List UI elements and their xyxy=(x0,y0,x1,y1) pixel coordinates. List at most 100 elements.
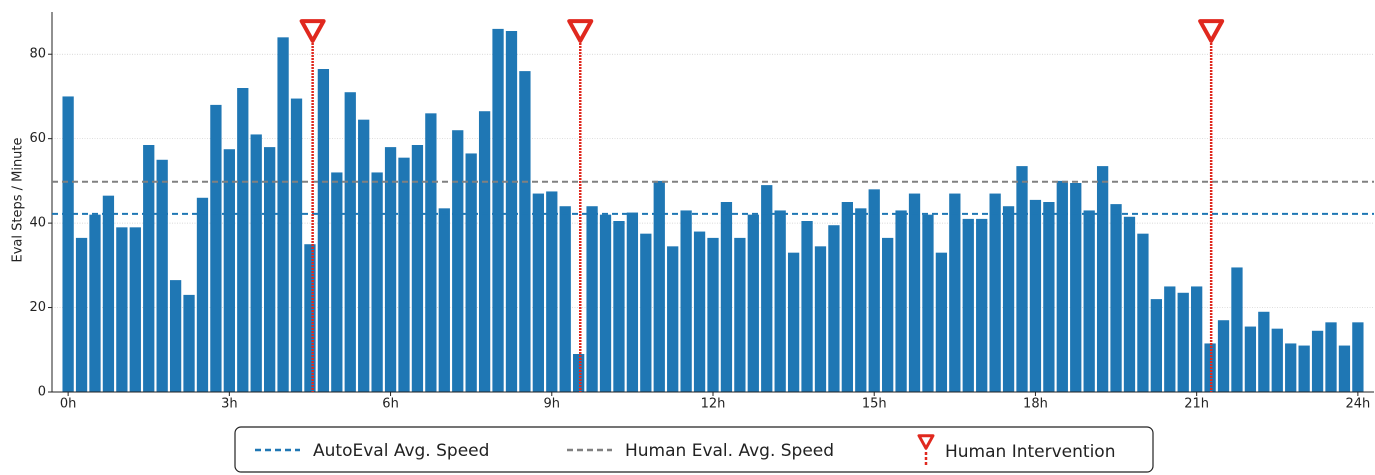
y-tick-label: 80 xyxy=(29,47,46,62)
bar xyxy=(734,237,746,392)
bar xyxy=(532,193,544,392)
x-tick-label: 9h xyxy=(544,397,561,412)
x-tick-label: 21h xyxy=(1184,397,1209,412)
bar xyxy=(1096,166,1109,392)
legend-label: AutoEval Avg. Speed xyxy=(313,441,489,461)
bar xyxy=(129,227,141,392)
bar xyxy=(787,252,800,392)
bar xyxy=(452,130,464,392)
bar xyxy=(680,210,692,392)
bar xyxy=(1338,345,1351,392)
bar xyxy=(465,153,477,392)
bar xyxy=(116,227,128,392)
y-tick-label: 60 xyxy=(29,131,46,146)
bar xyxy=(801,221,813,392)
bar xyxy=(1191,286,1203,392)
bar xyxy=(478,111,491,392)
bar xyxy=(1164,286,1176,392)
x-tick-label: 0h xyxy=(60,397,77,412)
bar xyxy=(1177,292,1189,392)
bar xyxy=(143,145,155,392)
bar xyxy=(398,157,410,392)
bar xyxy=(559,206,571,392)
bar xyxy=(828,225,840,392)
bar xyxy=(720,202,733,392)
bar xyxy=(371,172,383,392)
bar xyxy=(882,237,894,392)
bar xyxy=(1002,206,1015,392)
bar xyxy=(1231,267,1243,392)
bar xyxy=(519,71,531,392)
bar xyxy=(1137,233,1149,392)
bar xyxy=(599,214,612,392)
legend-label: Human Intervention xyxy=(945,442,1115,462)
bar xyxy=(707,237,719,392)
bar xyxy=(358,119,370,393)
bar xyxy=(1110,204,1122,392)
bar xyxy=(1083,210,1095,392)
bar xyxy=(331,172,343,392)
x-tick-label: 3h xyxy=(221,397,238,412)
y-tick-label: 0 xyxy=(38,385,46,400)
bar xyxy=(949,193,961,392)
bar xyxy=(1217,320,1230,392)
bar xyxy=(62,96,74,392)
bar xyxy=(868,189,880,392)
bar xyxy=(693,231,706,392)
bar xyxy=(774,210,786,392)
bar xyxy=(586,206,598,392)
bar xyxy=(290,98,303,393)
bar xyxy=(156,159,168,392)
bar xyxy=(264,147,276,392)
bar xyxy=(653,180,665,392)
bar xyxy=(640,233,652,392)
bar xyxy=(895,210,907,392)
bar xyxy=(237,88,249,392)
bar xyxy=(1258,311,1270,392)
x-tick-label: 6h xyxy=(382,397,399,412)
x-tick-label: 24h xyxy=(1345,397,1370,412)
bar xyxy=(976,218,988,392)
bar xyxy=(438,208,450,392)
legend-swatch xyxy=(917,434,935,450)
bar xyxy=(841,202,853,392)
y-axis-label: Eval Steps / Minute xyxy=(11,137,26,262)
x-tick-label: 18h xyxy=(1023,397,1048,412)
bar xyxy=(505,31,518,392)
intervention-marker xyxy=(1198,19,1225,43)
bar xyxy=(1298,345,1310,392)
bar xyxy=(210,104,222,392)
bar xyxy=(183,294,195,392)
bar xyxy=(626,212,639,392)
bar xyxy=(1271,328,1283,392)
bar xyxy=(814,246,827,392)
bar xyxy=(1123,216,1136,392)
bar xyxy=(75,237,88,392)
bar xyxy=(962,218,974,392)
bar xyxy=(761,185,773,392)
bar xyxy=(1070,183,1082,392)
bar xyxy=(1029,199,1042,392)
bar xyxy=(304,244,316,392)
y-tick-label: 40 xyxy=(29,216,46,231)
bar xyxy=(384,147,397,392)
bar xyxy=(344,92,356,392)
x-tick-label: 15h xyxy=(862,397,887,412)
bar xyxy=(922,214,934,392)
bar xyxy=(855,208,867,392)
bar xyxy=(935,252,948,392)
bar xyxy=(747,214,759,392)
x-tick-label: 12h xyxy=(701,397,726,412)
bar xyxy=(425,113,437,392)
bar xyxy=(1285,343,1297,392)
bar xyxy=(573,354,585,392)
bar xyxy=(1016,166,1028,392)
bar xyxy=(102,195,115,392)
bar xyxy=(1352,322,1364,392)
bar xyxy=(196,197,209,392)
bar xyxy=(1311,330,1324,392)
bar xyxy=(223,149,235,392)
bar xyxy=(1150,299,1162,392)
bar xyxy=(546,191,558,392)
